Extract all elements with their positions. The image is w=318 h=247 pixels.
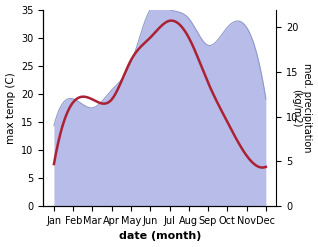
Y-axis label: max temp (C): max temp (C) — [5, 72, 16, 144]
Y-axis label: med. precipitation
(kg/m2): med. precipitation (kg/m2) — [291, 63, 313, 153]
X-axis label: date (month): date (month) — [119, 231, 201, 242]
